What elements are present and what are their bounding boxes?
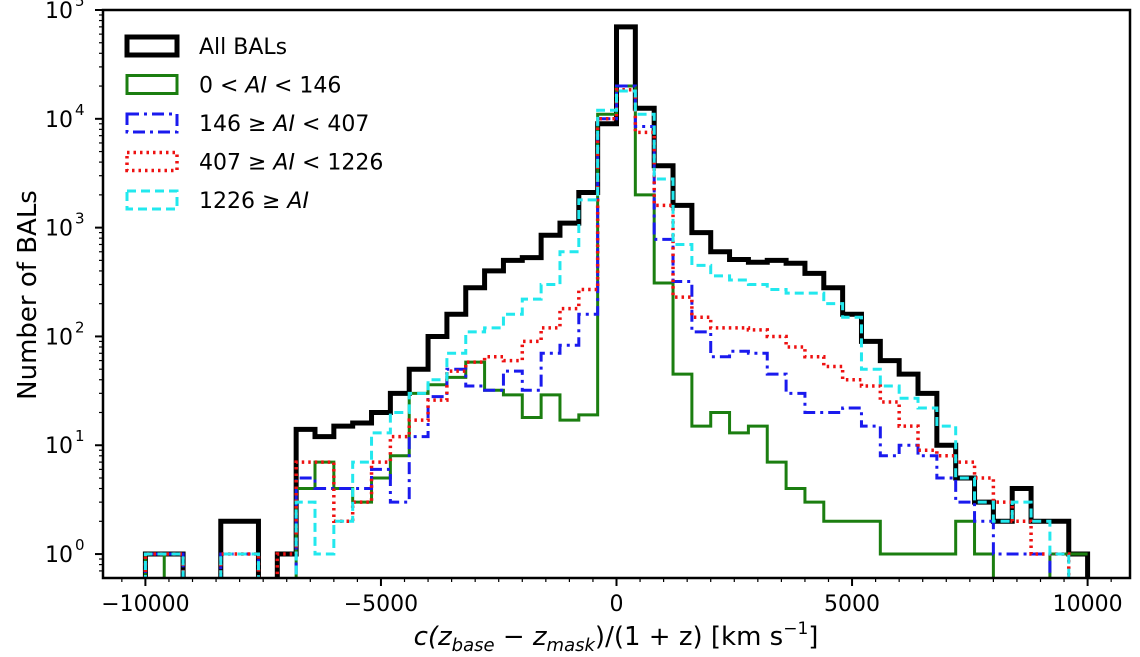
legend-swatch-2 (125, 112, 179, 134)
histogram-series-4 (143, 89, 1071, 578)
y-tick-label: 10 (45, 325, 73, 350)
legend-swatch-0 (124, 34, 180, 58)
legend-swatch-3 (125, 150, 179, 173)
legend-label-3: 407 ≥ AI < 1226 (199, 151, 383, 176)
legend-label-0: All BALs (199, 35, 287, 60)
legend-swatch-1 (125, 74, 179, 95)
y-tick-exponent: 5 (75, 0, 85, 10)
x-axis-title: c(zbase − zmask)/(1 + z) [km s−1] (414, 619, 819, 656)
y-tick-label: 10 (45, 543, 73, 568)
legend-label-1: 0 < AI < 146 (199, 74, 341, 99)
histogram-series-0 (142, 24, 1091, 578)
y-tick-exponent: 0 (75, 536, 85, 554)
y-tick-label: 10 (45, 434, 73, 459)
x-tick-label: 10000 (1053, 592, 1123, 617)
y-tick-label: 10 (45, 217, 73, 242)
x-tick-label: 5000 (824, 592, 880, 617)
y-tick-exponent: 1 (75, 427, 85, 445)
y-tick-exponent: 3 (75, 210, 85, 228)
y-tick-label: 10 (45, 108, 73, 133)
x-tick-label: 0 (610, 592, 624, 617)
y-tick-exponent: 2 (75, 318, 85, 336)
histogram-series-3 (143, 87, 1071, 578)
legend-label-4: 1226 ≥ AI (199, 189, 309, 214)
x-tick-label: −10000 (101, 592, 189, 617)
x-tick-label: −5000 (344, 592, 418, 617)
y-axis-title: Number of BALs (13, 190, 43, 400)
legend-swatch-4 (125, 189, 179, 211)
y-tick-label: 10 (45, 0, 73, 24)
y-tick-exponent: 4 (75, 101, 85, 119)
legend-label-2: 146 ≥ AI < 407 (199, 112, 369, 137)
